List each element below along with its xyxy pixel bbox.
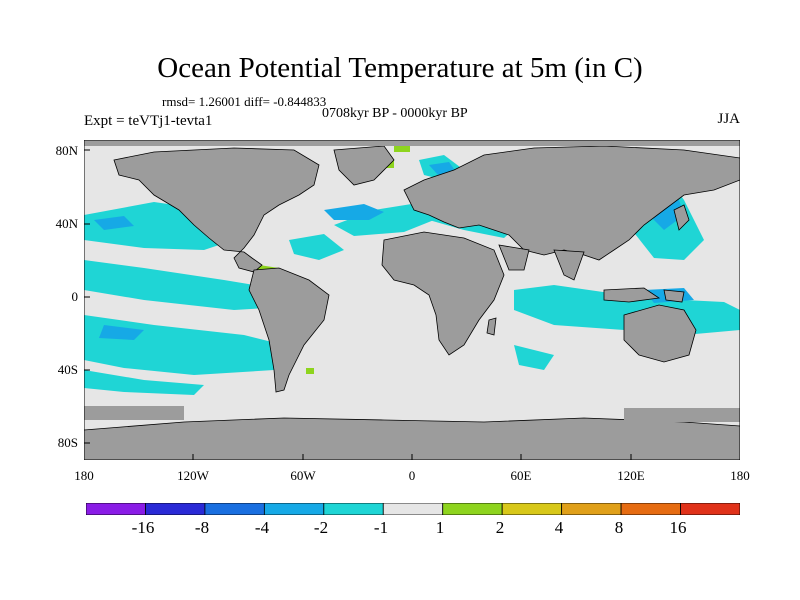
lat-label-40s: 40S <box>57 362 78 377</box>
colorbar-swatch <box>561 503 622 515</box>
colorbar-label: -8 <box>194 518 210 537</box>
colorbar-swatches <box>86 503 740 515</box>
colorbar-label: 2 <box>495 518 505 537</box>
colorbar-swatch <box>442 503 503 515</box>
map-title: Ocean Potential Temperature at 5m (in C) <box>157 52 643 84</box>
season-label: JJA <box>717 111 740 127</box>
no-data-areas <box>84 140 740 422</box>
continents <box>84 145 740 460</box>
lon-label-60w: 60W <box>290 468 316 483</box>
colorbar-swatch <box>323 503 384 515</box>
indonesia <box>603 287 661 303</box>
lat-label-0: 0 <box>71 289 79 304</box>
world-map <box>84 140 740 460</box>
arabia <box>498 244 530 271</box>
colorbar-swatch <box>204 503 265 515</box>
colorbar-label: 4 <box>554 518 564 537</box>
axis-ticks <box>84 149 740 460</box>
lon-label-0: 0 <box>408 468 416 483</box>
colorbar <box>86 503 740 515</box>
lon-label-60e: 60E <box>510 468 532 483</box>
colorbar-swatch <box>680 503 740 515</box>
africa <box>381 231 505 356</box>
india <box>553 249 585 281</box>
lat-label-80s: 80S <box>57 435 78 450</box>
japan <box>673 204 690 231</box>
colorbar-label: 1 <box>435 518 445 537</box>
new-guinea <box>663 289 685 303</box>
colorbar-label: -16 <box>131 518 155 537</box>
lon-label-120w: 120W <box>177 468 209 483</box>
rmsd-diff-stats: rmsd= 1.26001 diff= -0.844833 <box>162 94 327 109</box>
australia <box>623 304 697 363</box>
antarctica <box>84 417 740 460</box>
colorbar-swatch <box>86 503 146 515</box>
north-america <box>113 147 320 273</box>
colorbar-swatch <box>263 503 325 515</box>
lat-label-80n: 80N <box>55 143 78 158</box>
colorbar-label: -4 <box>254 518 270 537</box>
experiment-label: Expt = teVTj1-tevta1 <box>84 113 213 129</box>
time-period-label: 0708kyr BP - 0000kyr BP <box>322 106 468 121</box>
lat-label-40n: 40N <box>55 216 78 231</box>
lon-label-120e: 120E <box>617 468 645 483</box>
colorbar-label: -2 <box>313 518 329 537</box>
map-canvas <box>84 140 740 460</box>
eurasia <box>403 145 740 261</box>
colorbar-label: 8 <box>614 518 624 537</box>
colorbar-label: -1 <box>373 518 389 537</box>
madagascar <box>486 317 497 336</box>
colorbar-swatch <box>501 503 563 515</box>
colorbar-swatch <box>382 503 444 515</box>
colorbar-swatch <box>620 503 681 515</box>
lon-label-180-east: 180 <box>730 468 750 483</box>
colorbar-label: 16 <box>669 518 687 537</box>
lon-label-180-west: 180 <box>74 468 94 483</box>
south-america <box>248 267 330 393</box>
colorbar-swatch <box>145 503 206 515</box>
